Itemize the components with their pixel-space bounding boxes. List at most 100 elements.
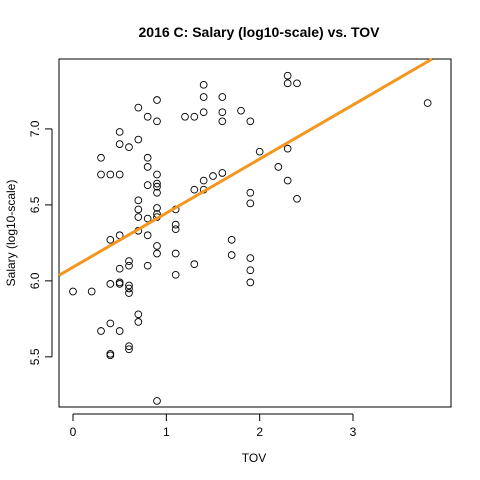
y-axis-label: Salary (log10-scale)	[4, 180, 18, 287]
data-point	[125, 257, 133, 265]
data-point	[143, 181, 152, 189]
data-point	[190, 112, 199, 121]
data-point	[199, 80, 208, 89]
data-point	[293, 194, 301, 203]
data-point	[106, 170, 115, 179]
data-point	[125, 261, 133, 270]
data-point	[115, 327, 124, 335]
data-point	[143, 231, 152, 240]
data-point	[153, 242, 161, 250]
data-point	[153, 204, 161, 212]
data-point	[246, 254, 255, 262]
data-point	[153, 397, 161, 405]
y-tick-label: 6.5	[28, 196, 42, 213]
data-point	[115, 140, 124, 148]
data-point	[218, 169, 227, 177]
data-point	[106, 319, 115, 328]
data-point	[106, 349, 115, 358]
data-point	[246, 188, 255, 197]
data-point	[143, 153, 152, 162]
data-point	[246, 266, 255, 275]
data-point	[246, 199, 255, 208]
data-point	[209, 172, 217, 180]
data-point	[255, 147, 264, 156]
data-point	[115, 278, 124, 287]
data-point	[153, 117, 161, 126]
data-point	[190, 185, 199, 194]
data-point	[115, 170, 124, 179]
regression-line	[58, 57, 433, 277]
data-point	[237, 106, 245, 115]
x-axis-label: TOV	[242, 451, 266, 465]
data-point	[293, 79, 301, 88]
data-point	[134, 318, 143, 326]
data-point	[134, 135, 143, 144]
data-point	[134, 103, 143, 112]
data-point	[106, 280, 115, 288]
data-point	[125, 345, 133, 354]
data-point	[125, 284, 133, 293]
data-point	[125, 143, 133, 151]
data-point	[134, 213, 143, 221]
data-point	[246, 117, 255, 126]
data-point	[87, 287, 96, 296]
data-point	[283, 176, 292, 185]
data-point	[115, 264, 124, 273]
data-point	[143, 112, 152, 121]
data-point	[171, 270, 180, 279]
data-point	[97, 170, 105, 179]
data-point	[199, 93, 208, 101]
data-point	[218, 93, 227, 101]
data-point	[190, 260, 199, 269]
data-point	[274, 163, 283, 171]
data-point	[218, 117, 227, 126]
y-tick-label: 7.0	[28, 120, 42, 137]
data-point	[134, 205, 143, 214]
data-point	[153, 182, 161, 191]
data-point	[218, 108, 227, 117]
data-point	[143, 214, 152, 223]
plot-frame	[58, 58, 452, 408]
data-point	[69, 287, 77, 296]
data-point	[125, 281, 133, 290]
y-tick-label: 5.5	[28, 348, 42, 365]
data-point	[134, 196, 143, 205]
data-point	[143, 163, 152, 171]
chart-title: 2016 C: Salary (log10-scale) vs. TOV	[139, 24, 381, 40]
data-point	[283, 79, 292, 88]
data-point	[283, 144, 292, 153]
x-tick-label: 1	[163, 425, 170, 439]
data-point	[153, 188, 161, 197]
data-point	[125, 342, 133, 351]
data-point	[153, 96, 161, 104]
data-point	[199, 108, 208, 117]
y-tick-label: 6.0	[28, 272, 42, 289]
regression-layer	[58, 57, 433, 277]
points-layer	[69, 71, 432, 405]
data-point	[227, 251, 236, 259]
data-point	[125, 289, 133, 297]
data-point	[171, 225, 180, 234]
x-tick-label: 0	[70, 425, 77, 439]
x-tick-label: 2	[256, 425, 263, 439]
data-point	[106, 235, 115, 244]
data-point	[171, 220, 180, 229]
data-point	[97, 327, 105, 335]
data-point	[153, 170, 161, 179]
data-point	[153, 249, 161, 258]
data-point	[153, 179, 161, 188]
x-tick-label: 3	[350, 425, 357, 439]
data-point	[227, 235, 236, 244]
data-point	[115, 128, 124, 136]
x-axis: 0 1 2 3	[70, 413, 357, 439]
data-point	[97, 153, 105, 162]
data-point	[423, 99, 432, 107]
data-point	[199, 176, 208, 185]
y-axis: 5.5 6.0 6.5 7.0	[28, 120, 53, 365]
data-point	[283, 71, 292, 80]
data-point	[143, 261, 152, 270]
data-point	[134, 310, 143, 319]
data-point	[106, 351, 115, 360]
data-point	[181, 112, 189, 121]
